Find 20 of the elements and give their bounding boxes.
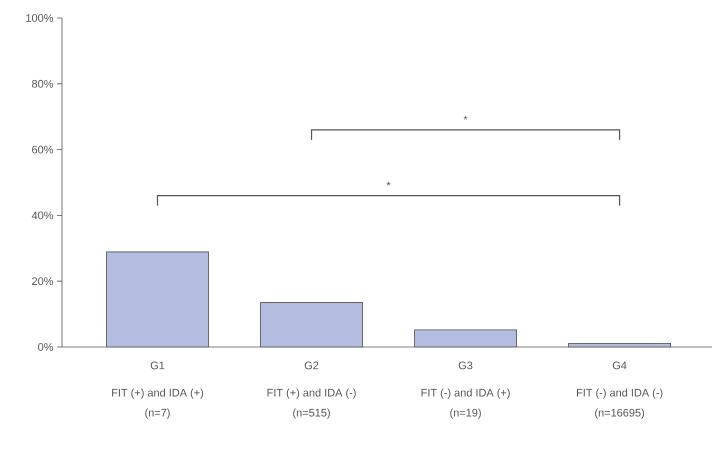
text: FIT (-) and IDA (-) xyxy=(576,388,662,399)
text: (n=7) xyxy=(145,408,170,419)
text: FIT (+) and IDA (-) xyxy=(268,388,356,399)
text: FIT (-) and IDA (+) xyxy=(422,388,510,399)
y-tick-label: 80% xyxy=(32,80,54,88)
text: (n=16695) xyxy=(595,408,644,419)
y-tick-label: 0% xyxy=(38,343,54,351)
text: (n=515) xyxy=(293,408,330,419)
annotation: * xyxy=(464,116,468,120)
annotation: * xyxy=(386,182,391,186)
y-tick-label: 60% xyxy=(32,146,54,154)
y-tick-label: 40% xyxy=(32,212,54,220)
x-tick-label: G4 xyxy=(612,362,627,370)
text: (n=19) xyxy=(450,408,481,419)
x-tick-label: G3 xyxy=(458,362,472,370)
y-tick-label: 100% xyxy=(26,14,54,22)
x-tick-label: G2 xyxy=(304,362,318,370)
y-tick-label: 20% xyxy=(32,277,54,286)
x-tick-label: G1 xyxy=(150,362,164,370)
text: FIT (+) and IDA (+) xyxy=(112,388,204,399)
